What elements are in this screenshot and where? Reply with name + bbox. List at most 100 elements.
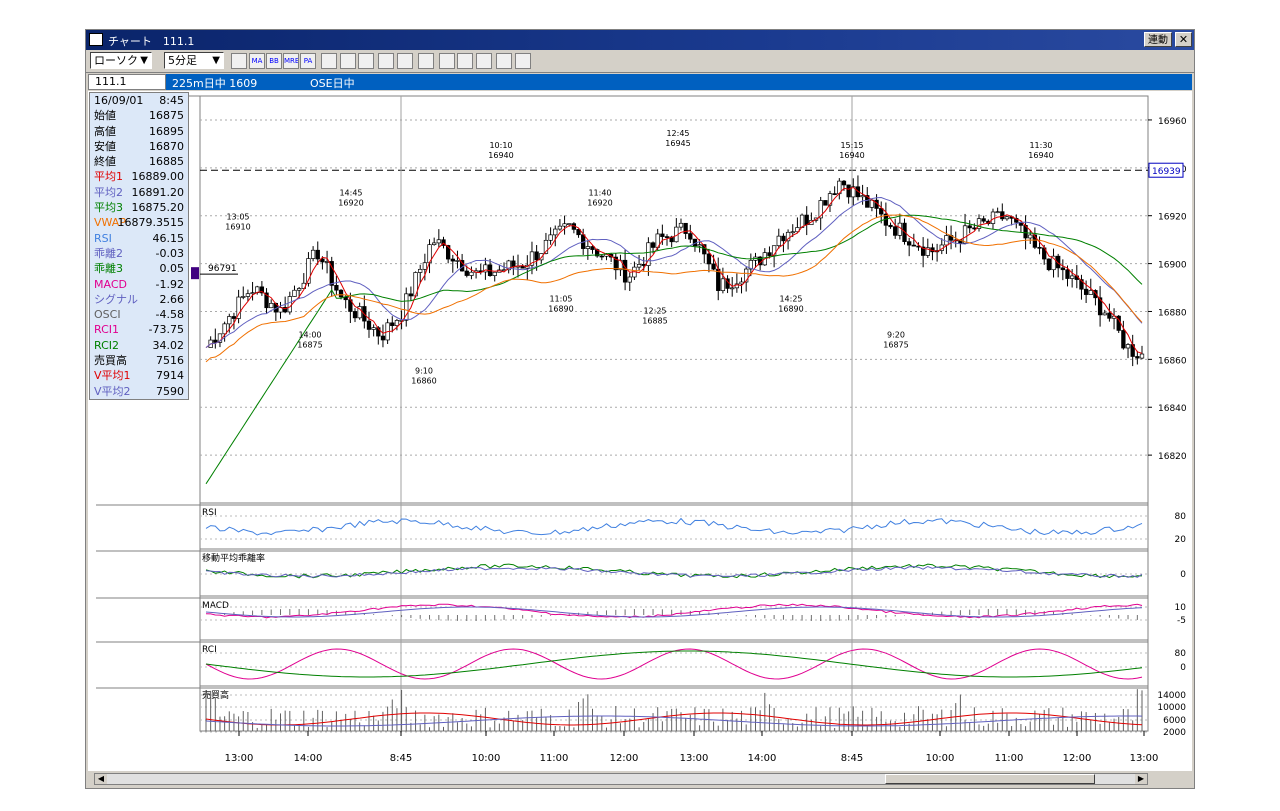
annotation-time: 11:05 (549, 295, 572, 304)
info-row: 平均3 16875.20 (90, 200, 188, 215)
info-panel: 16/09/01 8:45 始値 16875 高値 16895 安値 16870 終値 168… (89, 92, 189, 400)
annotation-time: 13:05 (226, 213, 249, 222)
candle-body (967, 225, 972, 229)
info-label: 売買高 (94, 354, 127, 368)
candle-body (1139, 353, 1145, 359)
zoom-icon[interactable] (378, 53, 394, 69)
candle-body (660, 233, 665, 237)
info-row: 高値 16895 (90, 124, 188, 139)
info-row: シグナル 2.66 (90, 292, 188, 307)
sub-axis-tick-label: 0 (1180, 570, 1186, 580)
candle-body (338, 289, 344, 298)
search-icon[interactable] (496, 53, 512, 69)
x-axis-label: 14:00 (294, 753, 323, 764)
scroll-right-arrow-icon[interactable]: ▶ (1135, 774, 1147, 784)
code-input[interactable]: 111.1 (88, 74, 166, 90)
signal-line (205, 606, 1143, 618)
info-row: RCI2 34.02 (90, 338, 188, 353)
horizontal-scrollbar[interactable]: ◀ ▶ (94, 773, 1148, 785)
candle-body (907, 241, 912, 246)
price-tick-label: 16960 (1158, 117, 1187, 127)
info-value: 34.02 (152, 338, 185, 352)
candle-body (1051, 255, 1056, 271)
instrument-label: 225m日中 1609 (172, 77, 258, 90)
candle-body (296, 288, 302, 291)
price-tick-label: 16860 (1158, 356, 1187, 366)
left-marker (191, 267, 199, 280)
candle-body (646, 242, 651, 266)
candle-body (683, 222, 688, 234)
candle-body (818, 200, 823, 219)
scrollbar-thumb[interactable] (885, 774, 1095, 784)
annotation-price: 16920 (338, 199, 363, 208)
annotation-time: 11:30 (1029, 141, 1052, 150)
candle-body (1037, 246, 1042, 249)
candle-body (613, 256, 618, 271)
candle-body (767, 252, 772, 256)
candle-body (781, 235, 786, 242)
current-price-box (1148, 162, 1184, 178)
candle-body (366, 320, 372, 330)
pa-icon[interactable]: PA (300, 53, 316, 69)
chart-window: チャート 111.1 連動 ✕ ローソク ▼ 5分足 ▼ MA BB MRE PA 1… (85, 29, 1195, 789)
chart-settings-icon[interactable] (231, 53, 247, 69)
eraser-icon[interactable] (476, 53, 492, 69)
session-label: OSE日中 (310, 77, 355, 90)
candle-body (357, 306, 362, 319)
candle-body (250, 292, 255, 295)
deviation2-line (205, 565, 1143, 578)
candle-body (310, 249, 316, 259)
candle-body (1079, 279, 1084, 290)
line-icon[interactable] (321, 53, 337, 69)
candle-body (851, 186, 856, 198)
title-bar[interactable]: チャート 111.1 連動 ✕ (86, 30, 1194, 50)
candle-body (1135, 356, 1140, 359)
x-axis-label: 12:00 (1063, 753, 1092, 764)
link-button[interactable]: 連動 (1144, 32, 1172, 47)
grid-icon[interactable] (397, 53, 413, 69)
annotation-price: 16940 (839, 151, 864, 160)
bb-icon[interactable]: BB (266, 53, 282, 69)
candle-body (1065, 269, 1070, 279)
cursor-icon[interactable] (457, 53, 473, 69)
candle-body (925, 247, 930, 256)
chart-type-dropdown[interactable]: ローソク ▼ (90, 52, 152, 69)
info-row: RSI 46.15 (90, 231, 188, 246)
info-label: 始値 (94, 109, 116, 123)
candle-body (688, 233, 693, 240)
candle-body (329, 261, 334, 286)
candle-body (860, 195, 865, 198)
candle-body (795, 227, 800, 233)
candle-body (567, 223, 572, 226)
candle-body (744, 268, 749, 283)
candle-body (678, 222, 684, 228)
mre-icon[interactable]: MRE (283, 53, 299, 69)
candle-body (529, 251, 535, 266)
ma-icon[interactable]: MA (249, 53, 265, 69)
x-axis-label: 14:00 (748, 753, 777, 764)
info-row: 乖離2 -0.03 (90, 246, 188, 261)
info-value: 7914 (156, 369, 184, 383)
scroll-left-arrow-icon[interactable]: ◀ (95, 774, 107, 784)
cross-icon[interactable] (358, 53, 374, 69)
chart-area[interactable]: 16/09/01 8:45 始値 16875 高値 16895 安値 16870 終値 168… (88, 91, 1192, 771)
zigzag-icon[interactable] (340, 53, 356, 69)
rsi-line (205, 517, 1143, 536)
chart-canvas[interactable]: 16960 16940 16920 16900 16880 16860 16840 16820… (88, 91, 1192, 771)
candle-body (911, 244, 916, 247)
window-title: チャート 111.1 (108, 35, 195, 48)
candle-body (543, 239, 549, 254)
candle-body (227, 316, 232, 325)
ruler-icon[interactable] (515, 53, 531, 69)
candle-body (1102, 312, 1107, 316)
candle-body (320, 258, 325, 263)
candle-body (804, 214, 809, 226)
chevron-down-icon: ▼ (140, 55, 148, 66)
candle-body (492, 271, 497, 277)
pen-icon[interactable] (439, 53, 455, 69)
bar-icon[interactable] (418, 53, 434, 69)
candle-body (1004, 216, 1010, 220)
close-button[interactable]: ✕ (1175, 32, 1192, 47)
timeframe-dropdown[interactable]: 5分足 ▼ (164, 52, 224, 69)
annotation-price: 16875 (297, 340, 322, 349)
